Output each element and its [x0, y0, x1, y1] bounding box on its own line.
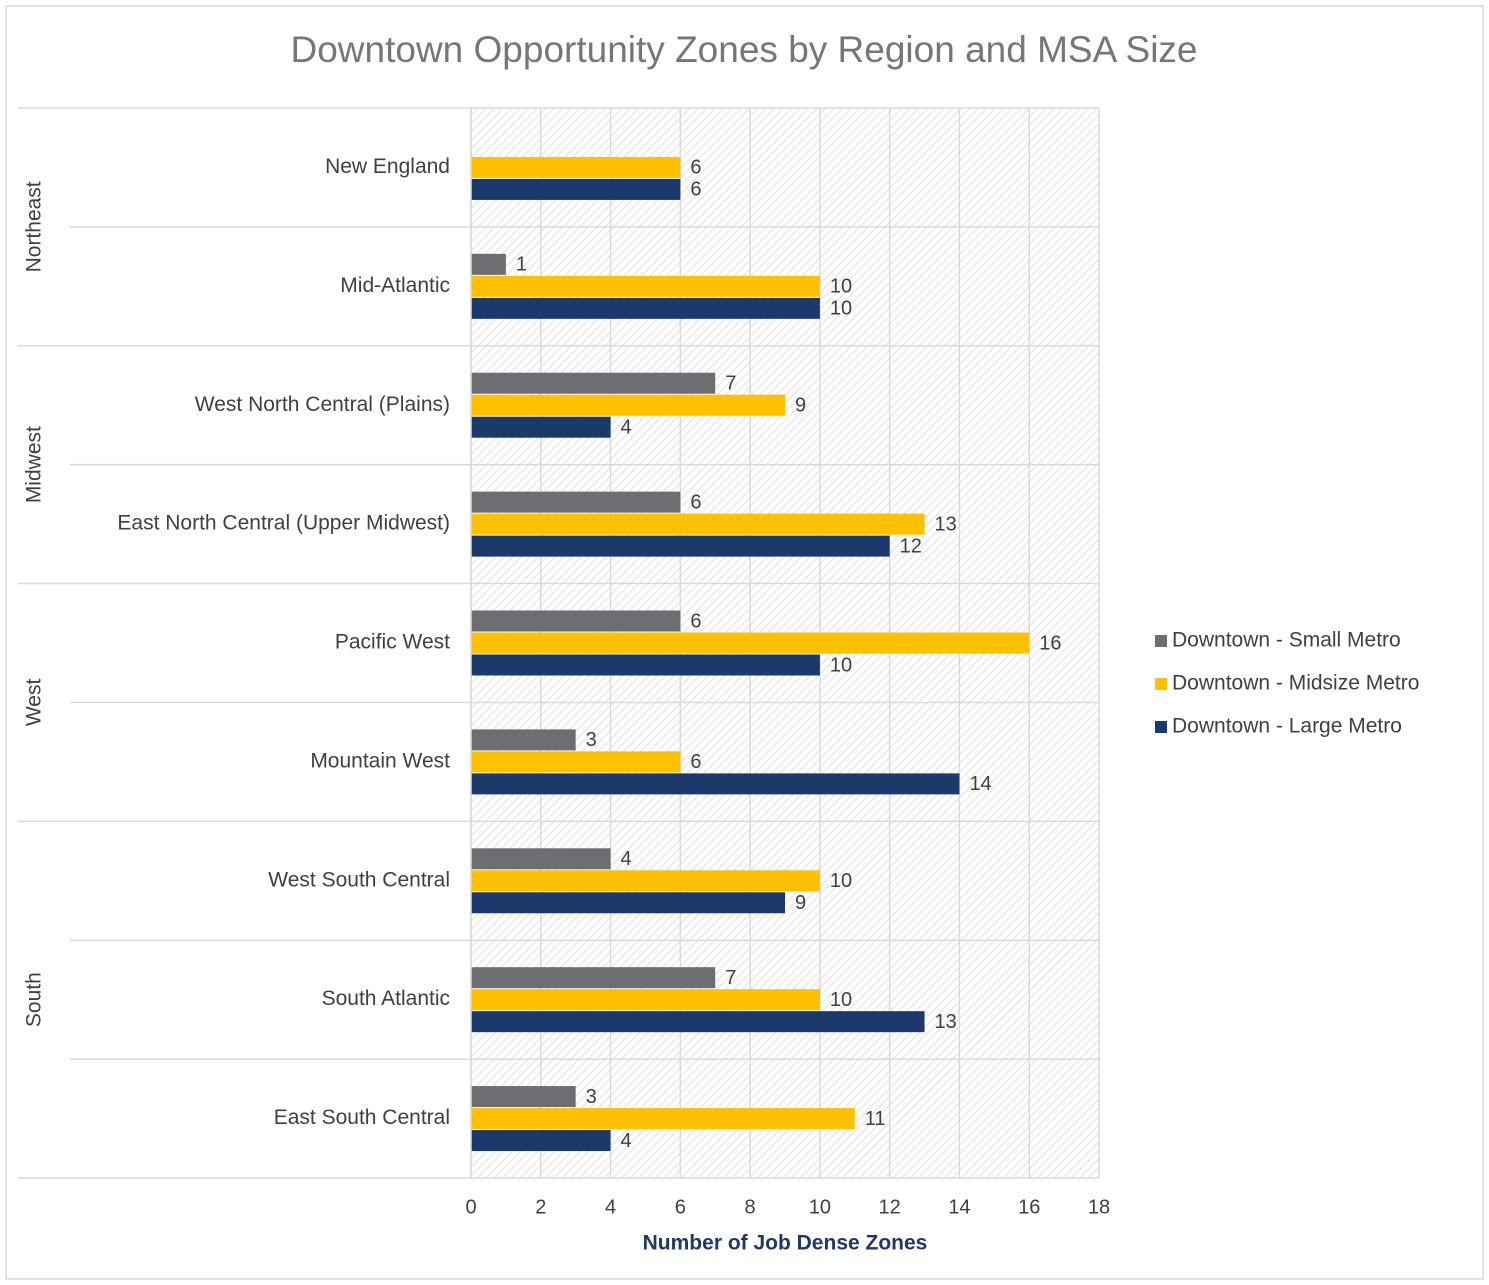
legend-swatch: [1155, 678, 1167, 690]
bar: [471, 654, 820, 676]
group-label: West: [23, 679, 46, 727]
value-label: 12: [900, 535, 922, 557]
value-label: 7: [725, 373, 736, 395]
legend-label: Downtown - Large Metro: [1172, 715, 1402, 738]
group-label: Midwest: [23, 426, 46, 503]
bar: [471, 156, 681, 178]
bar: [471, 491, 681, 513]
bar: [471, 870, 820, 892]
x-tick-label: 12: [879, 1196, 901, 1218]
category-label: Mountain West: [310, 749, 450, 772]
value-label: 16: [1039, 632, 1061, 654]
value-label: 10: [830, 654, 852, 676]
bar: [471, 513, 925, 535]
x-axis-label: Number of Job Dense Zones: [643, 1232, 928, 1255]
bar: [471, 178, 681, 200]
value-label: 9: [795, 892, 806, 914]
bar: [471, 253, 506, 275]
x-tick-label: 6: [675, 1196, 686, 1218]
bar: [471, 773, 960, 795]
x-tick-label: 2: [535, 1196, 546, 1218]
x-tick-label: 14: [948, 1196, 970, 1218]
value-label: 6: [690, 751, 701, 773]
value-label: 13: [935, 513, 957, 535]
bar: [471, 610, 681, 632]
value-label: 3: [586, 729, 597, 751]
value-label: 9: [795, 395, 806, 417]
value-label: 10: [830, 870, 852, 892]
legend-swatch: [1155, 721, 1167, 733]
category-label: East South Central: [274, 1106, 450, 1129]
x-tick-label: 4: [605, 1196, 616, 1218]
value-label: 6: [690, 179, 701, 201]
value-label: 6: [690, 157, 701, 179]
bar: [471, 989, 820, 1011]
bar: [471, 535, 890, 557]
bar: [471, 394, 785, 416]
bar: [471, 892, 785, 914]
chart-title: Downtown Opportunity Zones by Region and…: [291, 29, 1198, 70]
value-label: 13: [935, 1011, 957, 1033]
category-label: New England: [325, 155, 450, 178]
bar: [471, 1130, 611, 1152]
bar: [471, 751, 681, 773]
value-label: 7: [725, 967, 736, 989]
value-label: 10: [830, 989, 852, 1011]
category-label: Mid-Atlantic: [340, 274, 450, 297]
bar: [471, 297, 820, 319]
value-label: 14: [969, 773, 991, 795]
bar: [471, 416, 611, 438]
bar: [471, 1086, 576, 1108]
category-label: East North Central (Upper Midwest): [117, 512, 450, 535]
value-label: 10: [830, 298, 852, 320]
value-label: 1: [516, 254, 527, 276]
value-label: 4: [621, 1130, 632, 1152]
bar: [471, 632, 1030, 654]
x-tick-label: 8: [745, 1196, 756, 1218]
x-tick-label: 18: [1088, 1196, 1110, 1218]
value-label: 6: [690, 610, 701, 632]
category-label: Pacific West: [335, 631, 450, 654]
legend-swatch: [1155, 635, 1167, 647]
bar: [471, 275, 820, 297]
category-label: West North Central (Plains): [195, 393, 450, 416]
x-tick-label: 16: [1018, 1196, 1040, 1218]
group-label: South: [23, 972, 46, 1027]
legend-label: Downtown - Small Metro: [1172, 629, 1401, 652]
category-label: South Atlantic: [322, 987, 450, 1010]
x-tick-label: 0: [465, 1196, 476, 1218]
value-label: 6: [690, 491, 701, 513]
value-label: 11: [865, 1108, 886, 1130]
category-label: West South Central: [268, 868, 450, 891]
value-label: 10: [830, 276, 852, 298]
bar: [471, 1011, 925, 1033]
bar: [471, 1108, 855, 1130]
value-label: 3: [586, 1086, 597, 1108]
value-label: 4: [621, 848, 632, 870]
bar: [471, 729, 576, 751]
group-label: Northeast: [23, 181, 46, 272]
value-label: 4: [621, 417, 632, 439]
legend-label: Downtown - Midsize Metro: [1172, 672, 1419, 695]
bar: [471, 372, 716, 394]
x-tick-label: 10: [809, 1196, 831, 1218]
bar: [471, 967, 716, 989]
bar: [471, 848, 611, 870]
